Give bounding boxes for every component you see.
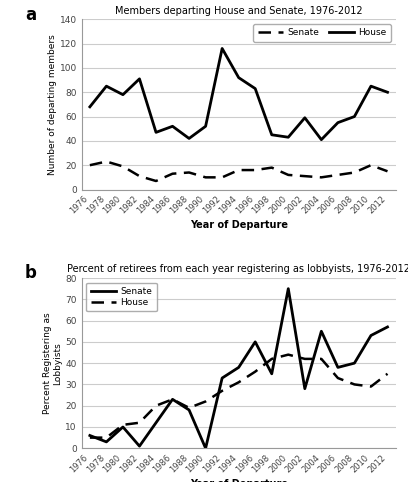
Senate <box>186 407 191 413</box>
Senate <box>120 424 125 430</box>
Senate <box>87 162 92 168</box>
House <box>203 123 208 129</box>
House <box>335 120 340 125</box>
House <box>186 405 191 411</box>
House <box>220 46 224 52</box>
Senate <box>153 178 158 184</box>
House <box>352 114 357 120</box>
House <box>87 435 92 441</box>
Senate <box>352 170 357 175</box>
Senate <box>87 433 92 439</box>
Senate <box>104 439 109 445</box>
House <box>253 369 258 375</box>
Senate <box>269 371 274 376</box>
House <box>368 384 373 389</box>
House <box>236 75 241 80</box>
Title: Members departing House and Senate, 1976-2012: Members departing House and Senate, 1976… <box>115 6 362 16</box>
Senate <box>286 286 291 292</box>
House <box>385 89 390 95</box>
House <box>220 388 224 394</box>
House <box>153 130 158 135</box>
Title: Percent of retirees from each year registering as lobbyists, 1976-2012: Percent of retirees from each year regis… <box>67 265 408 274</box>
Senate <box>253 339 258 345</box>
Text: b: b <box>25 265 37 282</box>
House <box>368 83 373 89</box>
House <box>302 115 307 120</box>
House <box>385 371 390 376</box>
Line: Senate: Senate <box>90 289 388 448</box>
House <box>302 356 307 362</box>
House <box>137 420 142 426</box>
House <box>120 92 125 97</box>
Senate <box>335 172 340 178</box>
House <box>170 396 175 402</box>
Senate <box>236 364 241 370</box>
Senate <box>153 420 158 426</box>
House <box>352 382 357 388</box>
House <box>87 104 92 110</box>
Line: House: House <box>90 49 388 140</box>
Senate <box>137 443 142 449</box>
House <box>286 134 291 140</box>
Y-axis label: Percent Registering as
Lobbyists: Percent Registering as Lobbyists <box>43 312 62 414</box>
Senate <box>137 173 142 179</box>
X-axis label: Year of Departure: Year of Departure <box>190 220 288 230</box>
Senate <box>385 324 390 330</box>
Senate <box>120 163 125 169</box>
Text: a: a <box>25 6 36 24</box>
Legend: Senate, House: Senate, House <box>253 24 391 42</box>
Senate <box>220 174 224 180</box>
Senate <box>335 364 340 370</box>
House <box>286 352 291 358</box>
Senate <box>203 174 208 180</box>
Senate <box>253 167 258 173</box>
Legend: Senate, House: Senate, House <box>86 282 157 311</box>
Senate <box>319 328 324 334</box>
House <box>186 135 191 141</box>
House <box>335 375 340 381</box>
Senate <box>368 333 373 338</box>
X-axis label: Year of Departure: Year of Departure <box>190 479 288 482</box>
House <box>236 379 241 385</box>
Senate <box>385 168 390 174</box>
Senate <box>186 170 191 175</box>
Senate <box>170 396 175 402</box>
Senate <box>352 360 357 366</box>
House <box>269 356 274 362</box>
House <box>104 435 109 441</box>
House <box>203 399 208 404</box>
House <box>319 137 324 143</box>
House <box>153 403 158 409</box>
Senate <box>368 162 373 168</box>
Senate <box>203 445 208 451</box>
Senate <box>302 386 307 391</box>
Senate <box>302 173 307 179</box>
Line: House: House <box>90 355 388 438</box>
Senate <box>319 174 324 180</box>
Senate <box>236 167 241 173</box>
Senate <box>286 172 291 178</box>
Senate <box>220 375 224 381</box>
House <box>253 86 258 92</box>
Line: Senate: Senate <box>90 161 388 181</box>
House <box>269 132 274 138</box>
House <box>170 123 175 129</box>
House <box>319 356 324 362</box>
House <box>120 422 125 428</box>
House <box>104 83 109 89</box>
House <box>137 76 142 82</box>
Senate <box>269 165 274 171</box>
Senate <box>170 171 175 176</box>
Senate <box>104 159 109 164</box>
Y-axis label: Number of departing members: Number of departing members <box>48 34 57 175</box>
